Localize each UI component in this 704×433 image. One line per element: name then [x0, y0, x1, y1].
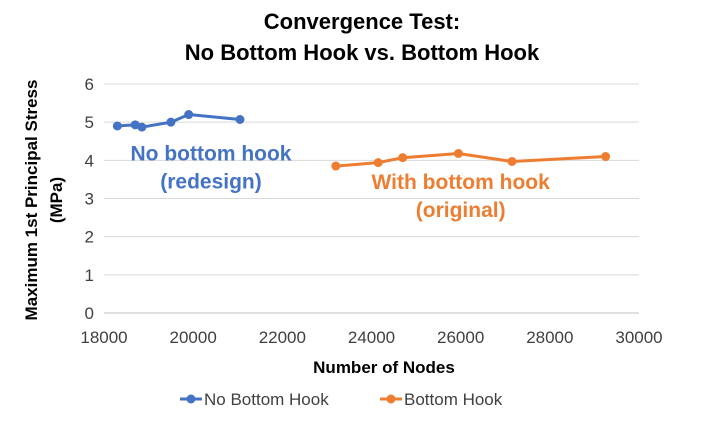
legend-marker [386, 394, 396, 404]
data-point [331, 161, 341, 171]
x-tick-label: 26000 [437, 328, 484, 347]
data-point [137, 122, 147, 132]
legend-label: No Bottom Hook [204, 390, 329, 409]
annotation-label: (redesign) [160, 170, 262, 193]
x-tick-label: 28000 [526, 328, 573, 347]
data-point [166, 117, 176, 127]
x-axis-title: Number of Nodes [313, 358, 455, 377]
annotation-label: (original) [416, 199, 506, 222]
chart-title-line-2: No Bottom Hook vs. Bottom Hook [185, 40, 540, 65]
chart-title-line-1: Convergence Test: [264, 9, 460, 34]
legend-marker [186, 394, 196, 404]
data-point [601, 152, 611, 162]
y-tick-label: 6 [85, 75, 94, 94]
data-point [184, 110, 194, 120]
series-line [334, 152, 608, 168]
data-point [453, 148, 463, 158]
data-point [373, 158, 383, 168]
x-tick-label: 24000 [348, 328, 395, 347]
y-tick-label: 3 [85, 190, 94, 209]
legend-item: Bottom Hook [380, 390, 503, 409]
y-tick-label: 2 [85, 228, 94, 247]
series-bottom-hook [331, 148, 611, 171]
y-tick-label: 0 [85, 304, 94, 323]
data-point [112, 121, 122, 131]
y-tick-label: 1 [85, 266, 94, 285]
gridlines [104, 83, 639, 276]
y-tick-label: 4 [85, 151, 94, 170]
series-no-bottom-hook [112, 110, 245, 132]
y-axis-title-line-2: (MPa) [47, 177, 66, 223]
legend-item: No Bottom Hook [180, 390, 329, 409]
axes: 0 1 2 3 4 5 6 18000 20000 22000 24000 26000 28000 300… [80, 75, 662, 347]
data-series [112, 110, 611, 171]
annotation-label: No bottom hook [131, 142, 292, 165]
y-tick-label: 5 [85, 113, 94, 132]
x-tick-label: 22000 [259, 328, 306, 347]
x-tick-label: 20000 [170, 328, 217, 347]
y-axis-title-line-1: Maximum 1st Principal Stress [22, 80, 41, 321]
data-point [507, 156, 517, 166]
legend: No Bottom Hook Bottom Hook [180, 390, 503, 409]
annotation-label: With bottom hook [372, 171, 551, 194]
data-point [398, 153, 408, 163]
legend-label: Bottom Hook [404, 390, 503, 409]
x-tick-label: 18000 [80, 328, 127, 347]
x-tick-label: 30000 [615, 328, 662, 347]
annotations: No bottom hook (redesign) With bottom hook… [131, 142, 551, 222]
data-point [235, 114, 245, 124]
